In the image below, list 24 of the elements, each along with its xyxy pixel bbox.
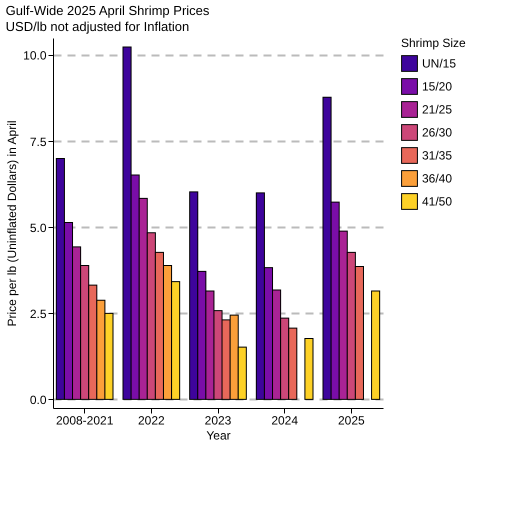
- legend-label: 31/35: [422, 148, 452, 162]
- y-tick-label: 0.0: [30, 392, 47, 407]
- legend-label: 41/50: [422, 194, 452, 208]
- x-tick-label: 2008-2021: [56, 414, 114, 428]
- x-tick-label: 2023: [204, 414, 232, 428]
- y-axis-title: Price per lb (Uninflated Dollars) in April: [5, 120, 20, 327]
- chart-subtitle: USD/lb not adjusted for Inflation: [6, 19, 190, 34]
- x-tick-label: 2025: [338, 414, 366, 428]
- legend-label: 36/40: [422, 172, 452, 186]
- chart-title: Gulf-Wide 2025 April Shrimp Prices: [6, 3, 210, 18]
- x-tick-label: 2022: [138, 414, 166, 428]
- legend-label: 21/25: [422, 102, 452, 116]
- legend-label: 15/20: [422, 80, 452, 94]
- legend-label: UN/15: [422, 56, 456, 70]
- x-tick-label: 2024: [271, 414, 298, 428]
- x-axis-title: Year: [206, 428, 231, 442]
- legend-label: 26/30: [422, 126, 452, 140]
- bar: [371, 290, 380, 400]
- y-tick-label: 10.0: [23, 48, 47, 63]
- y-tick-label: 5.0: [30, 220, 47, 235]
- y-tick-label: 7.5: [30, 134, 47, 149]
- y-tick-label: 2.5: [30, 306, 47, 321]
- bar: [304, 338, 314, 400]
- legend-title: Shrimp Size: [401, 36, 466, 50]
